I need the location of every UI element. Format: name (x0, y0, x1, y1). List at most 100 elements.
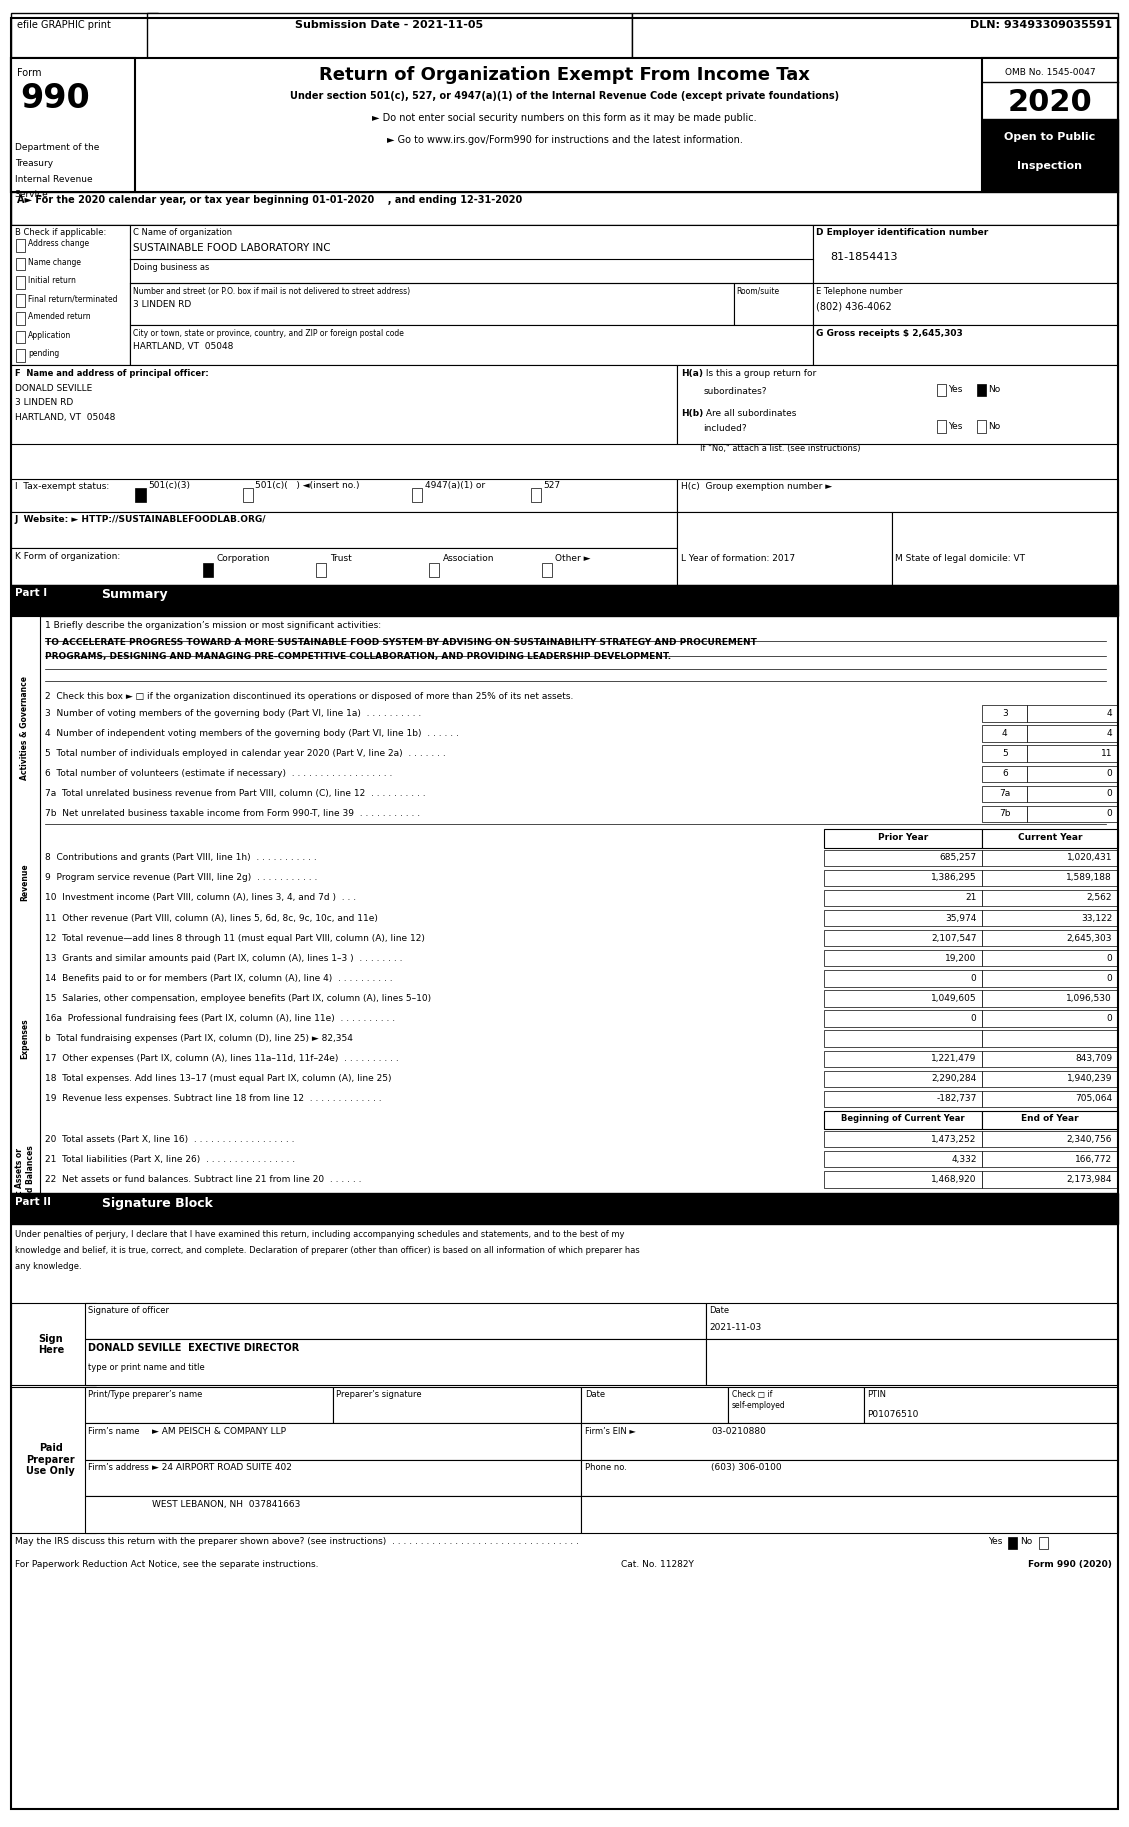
Text: 2,173,984: 2,173,984 (1067, 1175, 1112, 1184)
Text: Sign
Here: Sign Here (37, 1334, 64, 1356)
Text: 2,645,303: 2,645,303 (1067, 934, 1112, 943)
Text: 527: 527 (543, 481, 560, 490)
Text: 990: 990 (20, 82, 90, 115)
Text: DONALD SEVILLE  EXECTIVE DIRECTOR: DONALD SEVILLE EXECTIVE DIRECTOR (88, 1343, 299, 1352)
Bar (824, 1111, 982, 1129)
Bar (1039, 1537, 1048, 1549)
Text: 166,772: 166,772 (1075, 1155, 1112, 1164)
Text: 35,974: 35,974 (945, 914, 977, 923)
Bar (824, 870, 982, 886)
Text: Amended return: Amended return (28, 312, 90, 322)
Text: No: No (988, 385, 1000, 395)
Bar (412, 488, 422, 502)
Bar (982, 1131, 1118, 1147)
Text: 1,386,295: 1,386,295 (931, 873, 977, 882)
Text: 843,709: 843,709 (1075, 1054, 1112, 1063)
Text: H(c)  Group exemption number ►: H(c) Group exemption number ► (681, 482, 832, 491)
Bar (982, 786, 1027, 802)
Text: Doing business as: Doing business as (133, 263, 210, 272)
Text: 1,049,605: 1,049,605 (931, 994, 977, 1003)
Text: 2  Check this box ► □ if the organization discontinued its operations or dispose: 2 Check this box ► □ if the organization… (45, 692, 574, 702)
Bar (243, 488, 253, 502)
Text: Check □ if
self-employed: Check □ if self-employed (732, 1390, 786, 1410)
Text: 2020: 2020 (1007, 88, 1093, 117)
Bar (16, 276, 25, 289)
Text: DONALD SEVILLE: DONALD SEVILLE (15, 384, 91, 393)
Bar (982, 910, 1118, 926)
Bar (982, 1171, 1118, 1188)
Text: OMB No. 1545-0047: OMB No. 1545-0047 (1005, 68, 1095, 77)
Bar (982, 725, 1027, 742)
Text: C Name of organization: C Name of organization (133, 228, 233, 238)
Bar (203, 563, 213, 577)
Text: Service: Service (15, 190, 49, 199)
Text: H(b): H(b) (681, 409, 703, 418)
Bar (977, 384, 986, 396)
Text: Is this a group return for: Is this a group return for (703, 369, 816, 378)
Text: 19  Revenue less expenses. Subtract line 18 from line 12  . . . . . . . . . . . : 19 Revenue less expenses. Subtract line … (45, 1094, 382, 1104)
Text: 7a  Total unrelated business revenue from Part VIII, column (C), line 12  . . . : 7a Total unrelated business revenue from… (45, 789, 426, 798)
Bar (982, 1010, 1118, 1027)
Bar (11, 1303, 96, 1385)
Text: Under penalties of perjury, I declare that I have examined this return, includin: Under penalties of perjury, I declare th… (15, 1230, 624, 1239)
Text: 4  Number of independent voting members of the governing body (Part VI, line 1b): 4 Number of independent voting members o… (45, 729, 460, 738)
Bar (11, 365, 677, 444)
Text: any knowledge.: any knowledge. (15, 1262, 81, 1272)
Text: K Form of organization:: K Form of organization: (15, 552, 120, 561)
Text: Cat. No. 11282Y: Cat. No. 11282Y (621, 1560, 694, 1569)
Text: 18  Total expenses. Add lines 13–17 (must equal Part IX, column (A), line 25): 18 Total expenses. Add lines 13–17 (must… (45, 1074, 392, 1083)
Text: DLN: 93493309035591: DLN: 93493309035591 (970, 20, 1112, 29)
Bar (85, 1460, 581, 1496)
Text: 21: 21 (965, 893, 977, 903)
Bar (982, 806, 1027, 822)
Text: 6  Total number of volunteers (estimate if necessary)  . . . . . . . . . . . . .: 6 Total number of volunteers (estimate i… (45, 769, 393, 778)
Text: Trust: Trust (330, 554, 351, 563)
Bar (1027, 705, 1118, 722)
Text: ► Go to www.irs.gov/Form990 for instructions and the latest information.: ► Go to www.irs.gov/Form990 for instruct… (386, 135, 743, 144)
Bar (982, 119, 1118, 192)
Bar (11, 1193, 1118, 1224)
Bar (824, 1030, 982, 1047)
Text: Signature of officer: Signature of officer (88, 1306, 169, 1315)
Bar (824, 930, 982, 946)
Bar (16, 294, 25, 307)
Text: D Employer identification number: D Employer identification number (816, 228, 989, 238)
Bar (581, 1460, 1118, 1496)
Text: 10  Investment income (Part VIII, column (A), lines 3, 4, and 7d )  . . .: 10 Investment income (Part VIII, column … (45, 893, 357, 903)
Bar (824, 1051, 982, 1067)
Bar (824, 990, 982, 1007)
Text: b  Total fundraising expenses (Part IX, column (D), line 25) ► 82,354: b Total fundraising expenses (Part IX, c… (45, 1034, 353, 1043)
Text: J  Website: ► HTTP://SUSTAINABLEFOODLAB.ORG/: J Website: ► HTTP://SUSTAINABLEFOODLAB.O… (15, 515, 266, 524)
Text: HARTLAND, VT  05048: HARTLAND, VT 05048 (15, 413, 115, 422)
Text: Final return/terminated: Final return/terminated (28, 294, 117, 303)
Text: 1,473,252: 1,473,252 (931, 1135, 977, 1144)
Text: 16a  Professional fundraising fees (Part IX, column (A), line 11e)  . . . . . . : 16a Professional fundraising fees (Part … (45, 1014, 395, 1023)
Text: Submission Date - 2021-11-05: Submission Date - 2021-11-05 (296, 20, 483, 29)
Bar (982, 705, 1027, 722)
Bar (11, 192, 1118, 225)
Text: 0: 0 (1106, 789, 1112, 798)
Text: 2,107,547: 2,107,547 (931, 934, 977, 943)
Text: 17  Other expenses (Part IX, column (A), lines 11a–11d, 11f–24e)  . . . . . . . : 17 Other expenses (Part IX, column (A), … (45, 1054, 399, 1063)
Bar (11, 13, 158, 58)
Text: Yes: Yes (948, 422, 963, 431)
Text: 0: 0 (1106, 974, 1112, 983)
Text: (802) 436-4062: (802) 436-4062 (816, 301, 892, 311)
Bar (11, 225, 130, 365)
Text: Current Year: Current Year (1017, 833, 1083, 842)
Bar (982, 58, 1118, 192)
Text: 1,468,920: 1,468,920 (931, 1175, 977, 1184)
Text: A► For the 2020 calendar year, or tax year beginning 01-01-2020    , and ending : A► For the 2020 calendar year, or tax ye… (17, 195, 523, 205)
Bar (977, 420, 986, 433)
Text: Prior Year: Prior Year (878, 833, 928, 842)
Text: 22  Net assets or fund balances. Subtract line 21 from line 20  . . . . . .: 22 Net assets or fund balances. Subtract… (45, 1175, 361, 1184)
Bar (982, 829, 1118, 848)
Text: 6: 6 (1001, 769, 1008, 778)
Bar (632, 13, 1118, 58)
Text: 0: 0 (971, 1014, 977, 1023)
Text: 33,122: 33,122 (1080, 914, 1112, 923)
Text: Room/suite: Room/suite (736, 287, 779, 296)
Text: Corporation: Corporation (217, 554, 270, 563)
Bar (16, 349, 25, 362)
Text: Print/Type preparer’s name: Print/Type preparer’s name (88, 1390, 202, 1399)
